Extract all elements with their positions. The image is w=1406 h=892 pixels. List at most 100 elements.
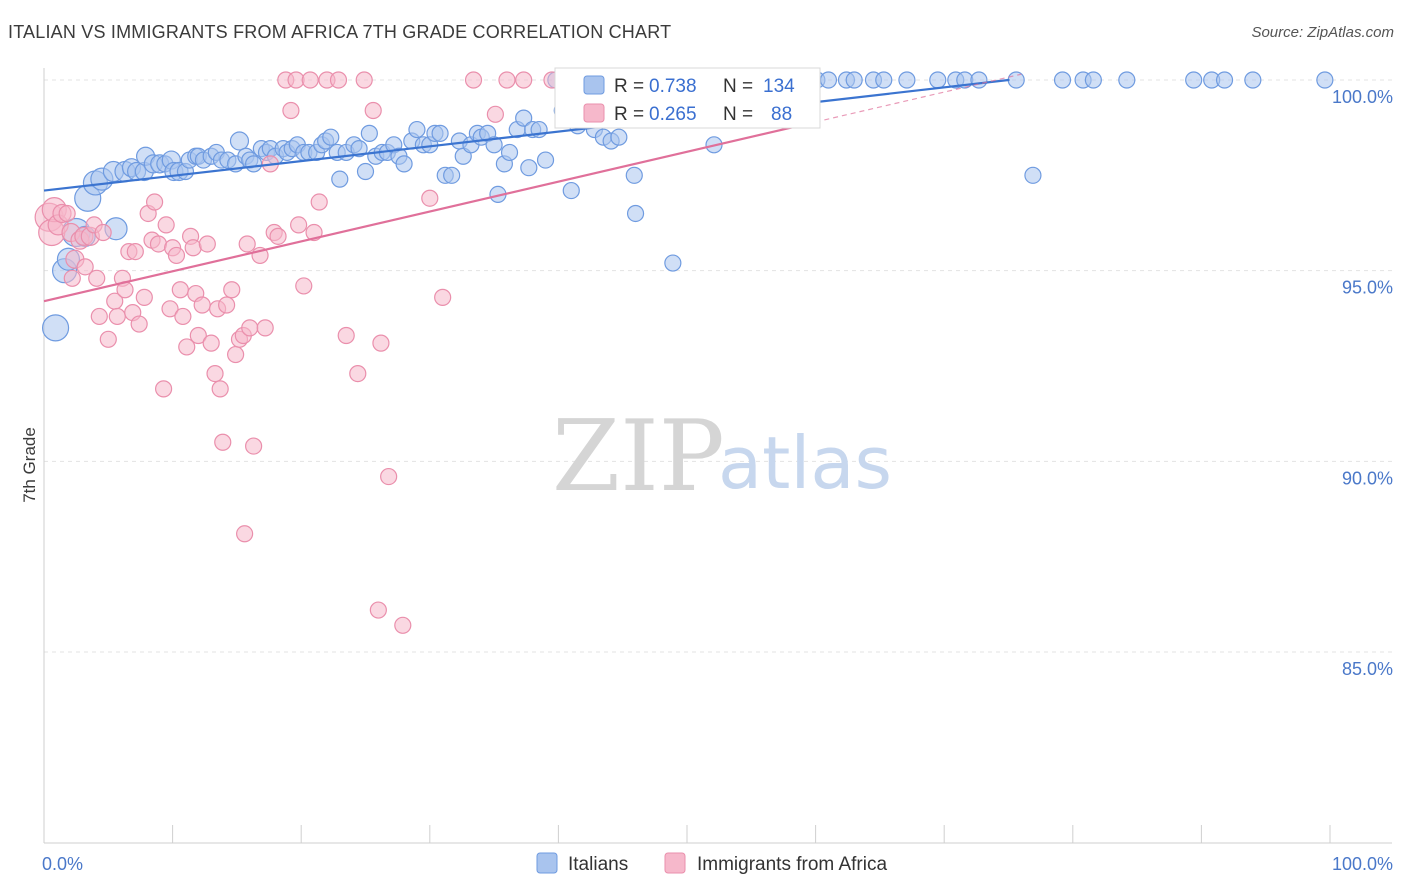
africa-point: [256, 319, 274, 337]
axes: [43, 68, 1392, 844]
italians-point: [520, 159, 538, 177]
italians-point: [898, 71, 916, 89]
africa-point: [227, 345, 245, 364]
y-tick-label-95: 95.0%: [1342, 278, 1393, 298]
r-label-africa: R =: [614, 104, 644, 125]
x-tick-label-100: 100.0%: [1332, 854, 1393, 874]
italians-point: [1244, 71, 1262, 89]
trend-line-africa: [43, 120, 816, 303]
italians-point: [515, 109, 533, 127]
trend-layer: [43, 73, 1022, 303]
r-value-italians: 0.738: [649, 76, 697, 97]
africa-point: [154, 380, 173, 398]
africa-point: [202, 334, 220, 352]
africa-point: [434, 288, 452, 306]
africa-point: [193, 296, 211, 314]
africa-point: [211, 380, 229, 398]
italians-point: [625, 166, 643, 184]
africa-point: [301, 71, 319, 89]
italians-point: [1316, 71, 1334, 89]
n-value-africa: 88: [771, 104, 792, 125]
italians-point: [610, 128, 628, 146]
africa-point: [174, 307, 192, 326]
africa-point: [149, 235, 168, 253]
x-tick-label-0: 0.0%: [42, 854, 83, 874]
africa-point: [329, 71, 348, 89]
italians-point: [1024, 166, 1042, 184]
italians-point: [360, 124, 378, 142]
africa-point: [184, 239, 202, 257]
africa-point: [135, 288, 153, 306]
y-axis-label: 7th Grade: [20, 427, 39, 503]
africa-point: [245, 437, 263, 455]
africa-point: [161, 300, 179, 318]
italians-point: [819, 71, 838, 89]
italians-point: [562, 181, 580, 200]
africa-point: [295, 277, 313, 295]
italians-point: [485, 136, 503, 154]
africa-point: [282, 101, 300, 120]
africa-point: [88, 269, 106, 287]
africa-point: [236, 525, 254, 543]
y-tick-label-100: 100.0%: [1332, 87, 1393, 107]
africa-point: [63, 269, 81, 287]
italians-point: [1084, 71, 1102, 89]
stats-legend: R = 0.738 N = 134 R = 0.265 N = 88: [554, 67, 821, 129]
y-tick-label-85: 85.0%: [1342, 659, 1393, 679]
gridlines: [44, 79, 1392, 653]
africa-point: [515, 71, 533, 89]
italians-point: [1053, 71, 1072, 89]
italians-point: [229, 131, 250, 151]
africa-point: [290, 216, 308, 234]
africa-point: [337, 326, 355, 345]
africa-point: [238, 235, 256, 253]
africa-point: [108, 307, 126, 326]
africa-point: [189, 326, 207, 345]
n-label-italians: N =: [723, 76, 753, 97]
africa-point: [380, 467, 398, 486]
italians-point: [408, 120, 426, 139]
italians-point: [664, 254, 682, 272]
legend-swatch-africa: [583, 103, 605, 123]
africa-point: [498, 71, 516, 89]
italians-point: [331, 170, 349, 188]
n-label-africa: N =: [723, 104, 753, 125]
italians-point: [500, 143, 519, 162]
series-immigrants-from-africa: [34, 71, 575, 634]
africa-point: [214, 433, 232, 451]
africa-point: [145, 193, 164, 211]
africa-point: [241, 319, 259, 337]
africa-point: [269, 227, 287, 245]
africa-point: [130, 315, 148, 333]
africa-point: [486, 105, 504, 123]
italians-point: [1215, 71, 1234, 89]
africa-point: [157, 216, 175, 234]
italians-point: [845, 71, 863, 89]
africa-point: [369, 601, 387, 619]
source-credit: Source: ZipAtlas.com: [1251, 24, 1394, 41]
legend-swatch-italians: [583, 75, 605, 95]
trend-line-italians: [43, 78, 1009, 192]
n-value-italians: 134: [763, 76, 795, 97]
africa-point: [421, 189, 439, 207]
y-tick-label-90: 90.0%: [1342, 468, 1393, 488]
watermark-zip: ZIP: [552, 400, 725, 514]
africa-point: [223, 281, 241, 299]
watermark-atlas: atlas: [718, 421, 892, 505]
italians-point: [1007, 71, 1025, 89]
africa-point: [171, 281, 189, 299]
africa-point: [349, 365, 367, 383]
italians-point: [41, 314, 70, 342]
africa-point: [167, 246, 186, 265]
italians-point: [626, 204, 645, 223]
italians-point: [929, 71, 947, 89]
africa-point: [90, 307, 108, 326]
italians-point: [1118, 71, 1136, 89]
italians-point: [395, 155, 413, 173]
y-tick-labels: 85.0% 90.0% 95.0% 100.0%: [1332, 87, 1393, 679]
bottom-legend-swatch-italians: [536, 852, 558, 874]
italians-point: [970, 71, 988, 89]
italians-point: [443, 166, 461, 184]
africa-point: [372, 334, 390, 352]
africa-point: [206, 365, 224, 383]
